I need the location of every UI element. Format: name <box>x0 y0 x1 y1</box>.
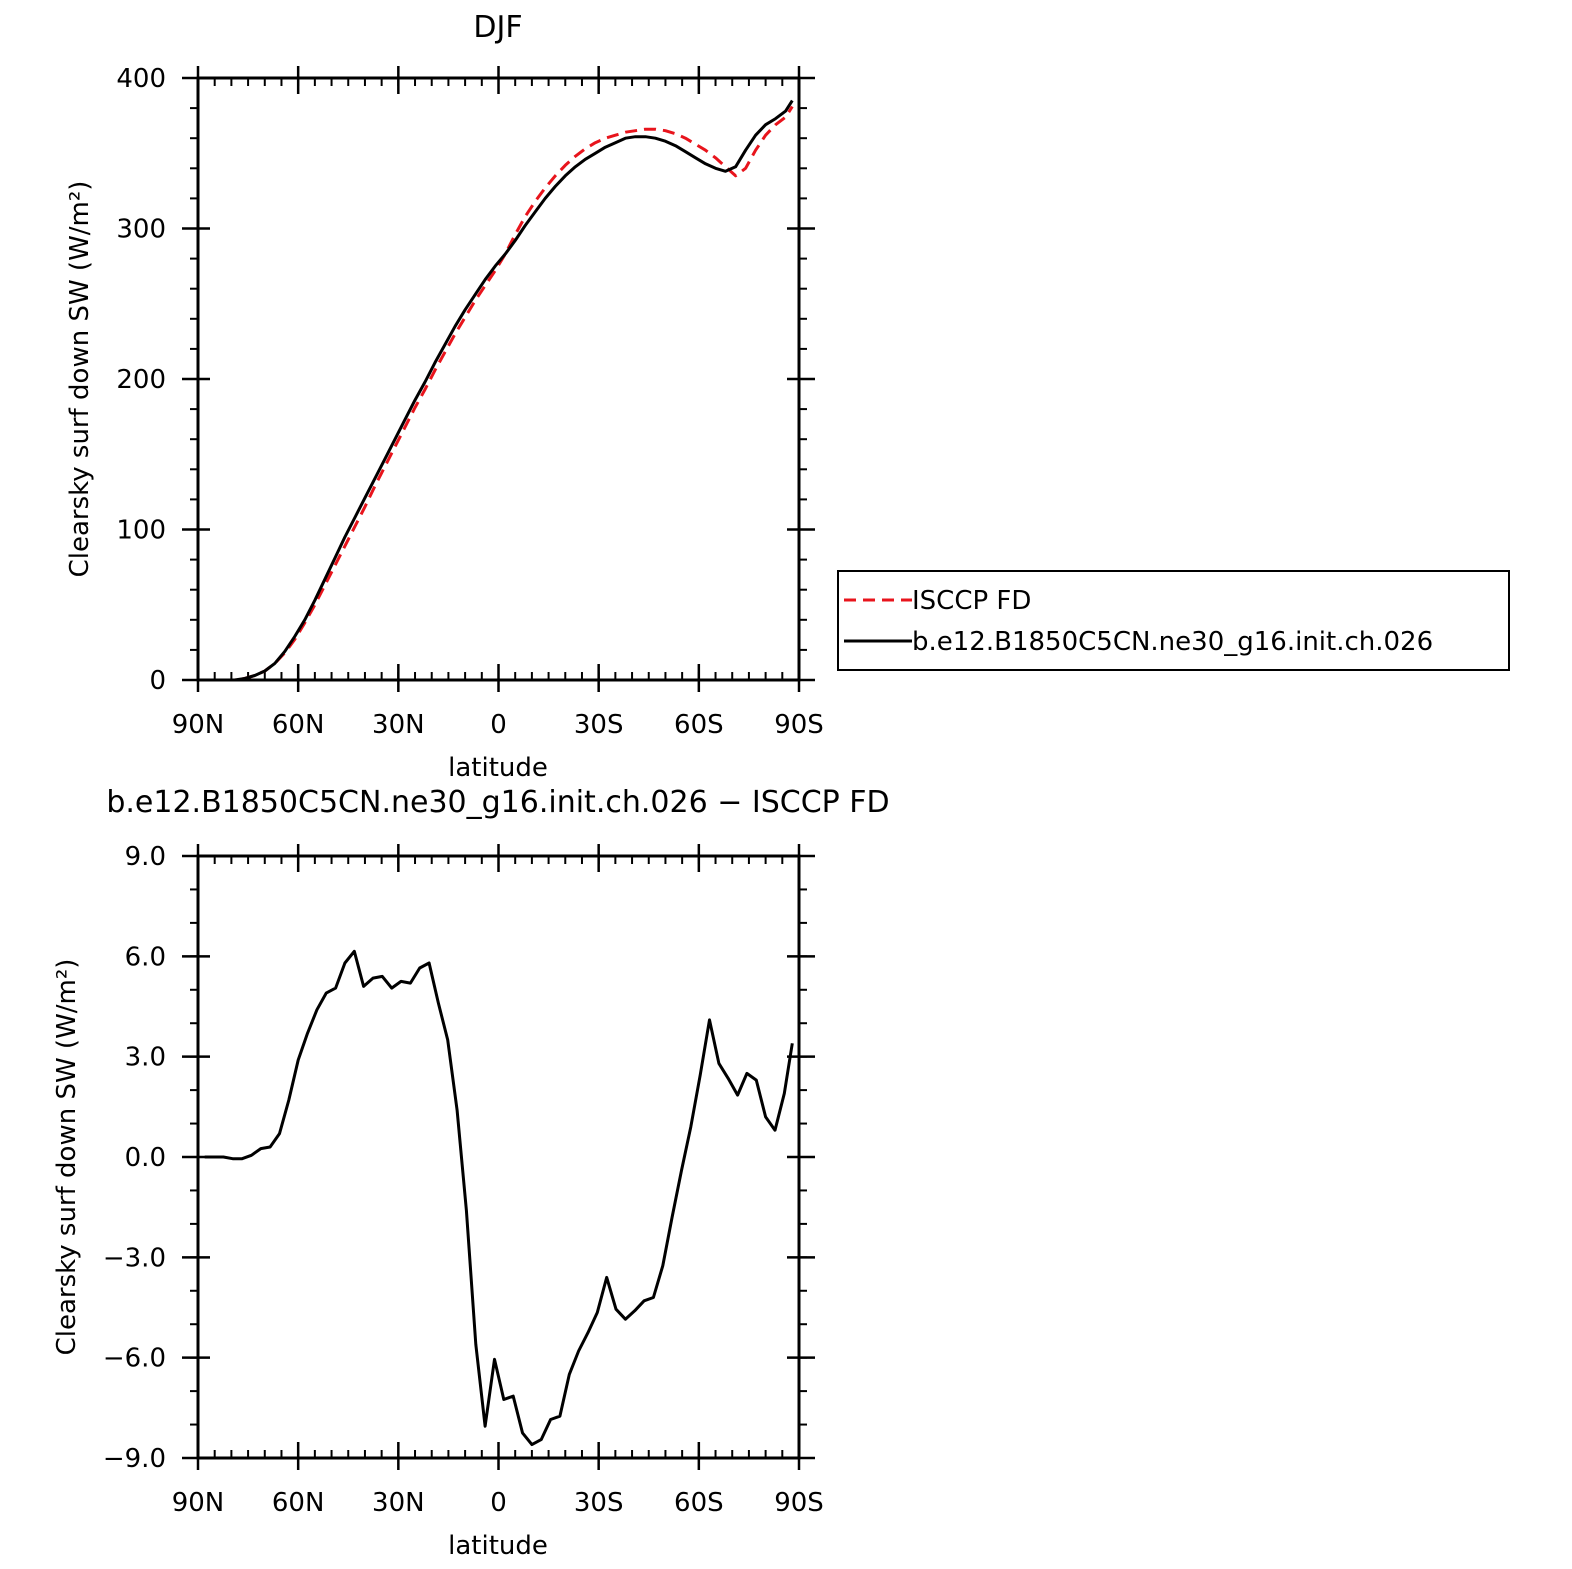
bottom-y-tick-label: 9.0 <box>125 842 166 872</box>
bottom-y-axis-label: Clearsky surf down SW (W/m²) <box>52 959 82 1356</box>
top-x-tick-label: 90S <box>774 710 824 740</box>
bottom-y-tick-label: 0.0 <box>125 1143 166 1173</box>
top-series-line-1 <box>204 105 794 682</box>
legend-label-isccp: ISCCP FD <box>912 586 1031 616</box>
bottom-x-tick-label: 60S <box>674 1488 724 1518</box>
top-x-tick-label: 60S <box>674 710 724 740</box>
bottom-x-tick-label: 0 <box>490 1488 507 1518</box>
bottom-x-tick-label: 60N <box>272 1488 325 1518</box>
top-ticks: 90N 60N 30N 0 30S 60S 90S 0 100 200 300 400 <box>116 64 823 740</box>
legend-label-model: b.e12.B1850C5CN.ne30_g16.init.ch.026 <box>912 627 1433 657</box>
bottom-plot-frame <box>196 854 801 1460</box>
top-y-tick-label: 400 <box>116 64 166 94</box>
top-y-axis-label: Clearsky surf down SW (W/m²) <box>65 181 95 578</box>
bottom-y-tick-label: 3.0 <box>125 1043 166 1073</box>
top-series-lines <box>204 99 794 682</box>
top-x-tick-label: 60N <box>272 710 325 740</box>
top-chart-title: DJF <box>473 10 522 45</box>
bottom-x-axis-label: latitude <box>448 1531 548 1561</box>
top-y-tick-label: 300 <box>116 215 166 245</box>
bottom-x-tick-label: 30N <box>372 1488 425 1518</box>
top-plot-frame <box>196 76 801 682</box>
top-x-tick-label: 30S <box>574 710 624 740</box>
legend: ISCCP FD b.e12.B1850C5CN.ne30_g16.init.c… <box>837 570 1510 671</box>
bottom-y-tick-label: −9.0 <box>103 1444 166 1474</box>
top-y-tick-label: 100 <box>116 516 166 546</box>
top-x-tick-label: 90N <box>172 710 225 740</box>
top-panel: DJF 90N 60N 30N 0 30S 60S 90S 0 100 200 300 400 lat… <box>65 10 824 783</box>
bottom-x-tick-label: 90S <box>774 1488 824 1518</box>
top-y-tick-label: 200 <box>116 365 166 395</box>
top-series-line-2 <box>204 99 794 682</box>
legend-box <box>837 570 1510 671</box>
bottom-y-tick-label: −6.0 <box>103 1344 166 1374</box>
bottom-series-lines <box>204 949 794 1447</box>
bottom-y-tick-label: −3.0 <box>103 1243 166 1273</box>
bottom-y-tick-label: 6.0 <box>125 942 166 972</box>
top-x-tick-label: 30N <box>372 710 425 740</box>
bottom-chart-title: b.e12.B1850C5CN.ne30_g16.init.ch.026 − I… <box>106 785 889 820</box>
bottom-series-line-1 <box>204 949 794 1447</box>
top-x-tick-label: 0 <box>490 710 507 740</box>
bottom-x-tick-label: 30S <box>574 1488 624 1518</box>
bottom-panel: b.e12.B1850C5CN.ne30_g16.init.ch.026 − I… <box>52 785 890 1561</box>
top-x-axis-label: latitude <box>448 753 548 783</box>
top-y-tick-label: 0 <box>149 666 166 696</box>
bottom-x-tick-label: 90N <box>172 1488 225 1518</box>
